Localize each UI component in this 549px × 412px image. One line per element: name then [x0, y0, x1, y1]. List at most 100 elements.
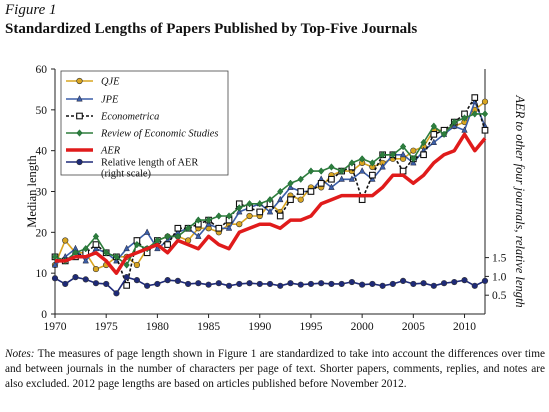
data-point-review-of-economic-studies	[215, 212, 222, 220]
data-point-jpe	[266, 207, 274, 215]
data-point-relative-length-of-aer	[461, 277, 468, 284]
data-point-jpe	[348, 175, 356, 182]
data-point-relative-length-of-aer	[133, 277, 141, 284]
data-point-jpe	[379, 163, 386, 170]
data-point-relative-length-of-aer	[154, 280, 161, 288]
data-point-econometrica	[471, 94, 479, 101]
data-point-relative-length-of-aer	[205, 281, 212, 288]
data-point-jpe	[195, 232, 202, 239]
line-chart: 0 10 20 30 40 50 60 0.5 1.0 1.5 1970 1975 1980 1985 19…	[25, 64, 527, 333]
data-point-jpe	[399, 150, 407, 158]
data-point-relative-length-of-aer	[225, 282, 233, 289]
data-point-relative-length-of-aer	[430, 282, 437, 289]
data-point-econometrica	[420, 151, 427, 159]
data-point-relative-length-of-aer	[328, 280, 335, 288]
y-tick-label: 40	[36, 146, 48, 158]
legend-label-right-scale: (right scale)	[101, 169, 151, 180]
legend-box	[60, 70, 229, 176]
x-tick-label: 1970	[44, 321, 67, 333]
data-point-review-of-economic-studies	[359, 155, 366, 163]
data-point-review-of-economic-studies	[82, 244, 89, 253]
data-point-review-of-economic-studies	[318, 167, 325, 175]
figure-label: Figure 1	[5, 2, 57, 18]
y-tick-label: 60	[36, 64, 48, 76]
series-review-of-economic-studies	[51, 110, 489, 269]
legend-label-aer: AER	[100, 146, 121, 157]
notes-paragraph: Notes: The measures of page length shown…	[5, 347, 545, 392]
legend-marker-econometrica	[76, 112, 83, 120]
data-point-relative-length-of-aer	[338, 280, 345, 288]
data-point-relative-length-of-aer	[471, 282, 478, 289]
data-point-relative-length-of-aer	[287, 280, 294, 287]
data-point-review-of-economic-studies	[103, 249, 110, 257]
data-point-relative-length-of-aer	[62, 280, 69, 288]
data-point-relative-length-of-aer	[481, 277, 489, 285]
data-point-review-of-economic-studies	[410, 155, 417, 163]
data-point-econometrica	[92, 241, 100, 248]
series-line-aer	[55, 132, 487, 275]
data-point-qje	[62, 237, 69, 244]
data-point-econometrica	[481, 126, 489, 134]
data-point-review-of-economic-studies	[369, 159, 376, 167]
data-point-review-of-economic-studies	[389, 151, 396, 159]
legend: QJE JPE Econometrica Review of Economic Stu…	[60, 70, 229, 180]
data-point-review-of-economic-studies	[256, 200, 263, 208]
data-point-relative-length-of-aer	[359, 281, 366, 288]
data-point-review-of-economic-studies	[461, 114, 468, 122]
data-point-relative-length-of-aer	[184, 280, 192, 288]
data-point-relative-length-of-aer	[348, 278, 356, 286]
y2-tick-label: 1.0	[492, 271, 507, 283]
data-point-econometrica	[164, 241, 171, 248]
data-point-econometrica	[399, 167, 407, 175]
data-point-review-of-economic-studies	[338, 167, 345, 175]
data-point-jpe	[328, 183, 335, 190]
data-point-review-of-economic-studies	[297, 175, 304, 183]
data-point-relative-length-of-aer	[103, 280, 110, 288]
data-point-jpe	[225, 224, 233, 231]
data-point-qje	[92, 265, 100, 273]
data-point-econometrica	[369, 171, 376, 179]
data-point-econometrica	[276, 212, 284, 220]
y2-tick-label: 0.5	[492, 290, 507, 302]
x-tick-label: 1975	[95, 321, 118, 333]
data-point-econometrica	[297, 188, 305, 195]
data-point-review-of-economic-studies	[420, 138, 427, 147]
data-point-relative-length-of-aer	[410, 280, 417, 288]
data-point-review-of-economic-studies	[164, 232, 171, 241]
x-tick-label: 2010	[453, 321, 476, 333]
data-point-jpe	[461, 126, 468, 133]
data-point-review-of-economic-studies	[113, 253, 120, 261]
data-point-review-of-economic-studies	[451, 118, 458, 126]
legend-label-qje: QJE	[101, 77, 120, 88]
data-point-review-of-economic-studies	[328, 163, 335, 171]
data-point-review-of-economic-studies	[236, 204, 243, 212]
data-point-jpe	[82, 256, 89, 264]
data-point-review-of-economic-studies	[348, 159, 356, 167]
data-point-review-of-economic-studies	[471, 110, 478, 118]
data-point-jpe	[338, 175, 345, 182]
data-point-relative-length-of-aer	[297, 281, 304, 288]
data-point-relative-length-of-aer	[379, 282, 386, 289]
data-point-relative-length-of-aer	[236, 280, 243, 288]
data-point-qje	[410, 147, 417, 154]
data-point-econometrica	[307, 188, 315, 195]
data-point-relative-length-of-aer	[389, 280, 396, 288]
data-point-jpe	[430, 138, 438, 145]
notes-text: The measures of page length shown in Fig…	[5, 348, 545, 390]
data-point-relative-length-of-aer	[123, 274, 130, 281]
y2-axis-title: AER to other four journals, relative len…	[513, 94, 527, 307]
data-point-review-of-economic-studies	[123, 261, 130, 269]
y-tick-label: 20	[36, 227, 48, 239]
data-point-econometrica	[430, 130, 438, 138]
data-point-jpe	[143, 228, 151, 235]
y-tick-label: 50	[36, 105, 48, 117]
axes-frame: 0 10 20 30 40 50 60 0.5 1.0 1.5 1970 1975 1980 1985 19…	[25, 64, 527, 333]
legend-marker-relative-length-of-aer	[76, 158, 83, 166]
data-point-review-of-economic-studies	[92, 232, 100, 241]
data-point-review-of-economic-studies	[287, 179, 294, 188]
legend-label-review-of-economic-studies: Review of Economic Studies	[100, 129, 218, 140]
x-tick-label: 1985	[197, 321, 220, 333]
data-point-econometrica	[358, 196, 366, 204]
data-point-jpe	[154, 244, 161, 252]
data-point-econometrica	[215, 224, 223, 232]
